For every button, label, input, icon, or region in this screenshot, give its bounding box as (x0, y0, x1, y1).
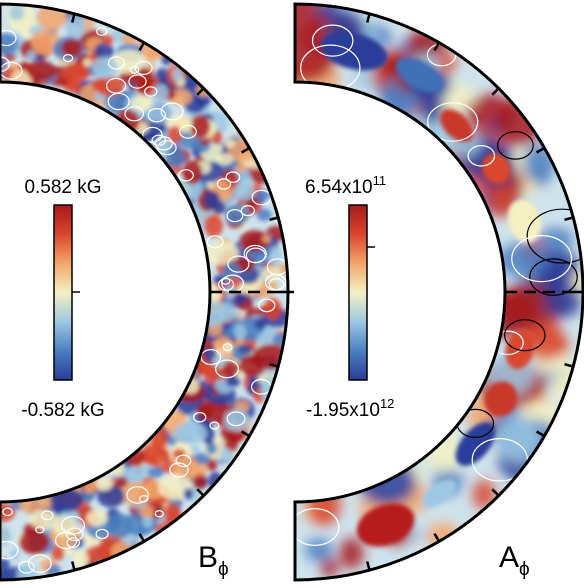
panel-b-phi: 0.582 kG -0.582 kG Bϕ (0, 2, 294, 582)
a-phi-field (295, 4, 583, 580)
a-phi-latitude-ticks (365, 13, 584, 571)
b-phi-field (0, 4, 288, 580)
b-phi-latitude-ticks (70, 13, 294, 571)
a-phi-colorbar-bar (348, 204, 368, 381)
a-phi-colorbar-min-label: -1.95x1012 (306, 396, 394, 421)
a-phi-panel-label: Aϕ (499, 541, 530, 580)
a-phi-shell-outline (293, 2, 584, 582)
b-phi-colorbar-min-label: -0.582 kG (21, 400, 104, 421)
a-phi-colorbar: 6.54x1011 -1.95x1012 (305, 173, 394, 421)
b-phi-colorbar-bar (53, 204, 73, 381)
b-phi-colorbar-max-label: 0.582 kG (24, 177, 101, 198)
a-phi-colorbar-max-label: 6.54x1011 (305, 173, 386, 198)
panel-a-phi: 6.54x1011 -1.95x1012 Aϕ (293, 2, 584, 582)
b-phi-colorbar: 0.582 kG -0.582 kG (21, 177, 104, 421)
b-phi-panel-label: Bϕ (198, 541, 229, 580)
b-phi-shell-outline (0, 2, 290, 582)
